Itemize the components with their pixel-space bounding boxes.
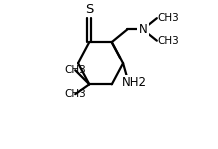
Text: S: S bbox=[85, 3, 94, 16]
Text: CH3: CH3 bbox=[64, 89, 86, 99]
Text: NH2: NH2 bbox=[122, 76, 147, 89]
Text: CH3: CH3 bbox=[158, 13, 179, 23]
Text: CH3: CH3 bbox=[158, 36, 179, 46]
Text: N: N bbox=[138, 23, 147, 36]
Text: CH3: CH3 bbox=[64, 65, 86, 75]
